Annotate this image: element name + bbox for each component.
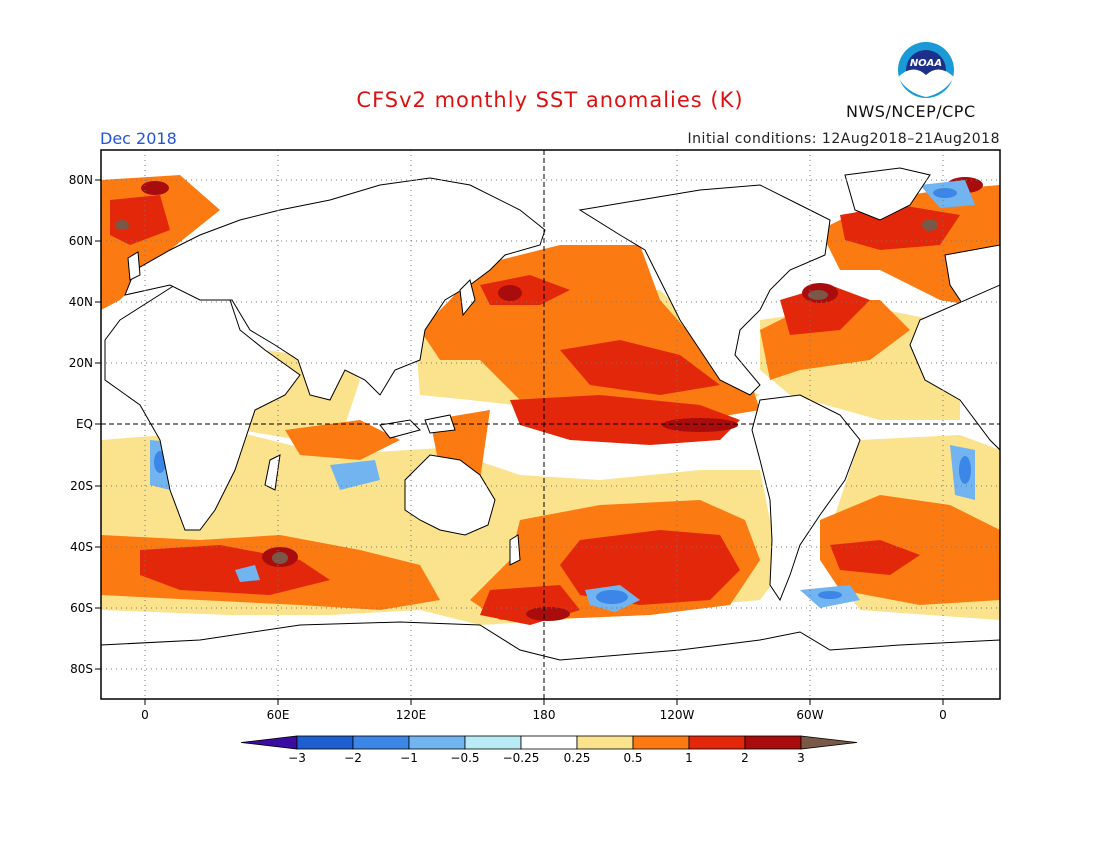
lon-label: 0: [141, 708, 149, 722]
lon-label: 0: [939, 708, 947, 722]
legend-arrow-low: [240, 735, 298, 750]
legend-swatch: [296, 735, 354, 750]
agency-label: NWS/NCEP/CPC: [846, 102, 976, 121]
legend-swatch: [688, 735, 746, 750]
legend-label: 2: [741, 751, 749, 765]
axis-ticks: [95, 179, 944, 705]
noaa-seagull-icon: NOAA: [898, 42, 954, 98]
lon-label: 180: [533, 708, 556, 722]
reference-lines: [101, 150, 1000, 699]
legend-swatch: [352, 735, 410, 750]
legend-label: 3: [797, 751, 805, 765]
lat-label: 20N: [69, 356, 93, 370]
lon-label: 120E: [396, 708, 427, 722]
lat-label: 80N: [69, 173, 93, 187]
latitude-labels: 80N 60N 40N 20N EQ 20S 40S 60S 80S: [69, 173, 93, 676]
legend-label: 0.5: [623, 751, 642, 765]
legend-swatch: [464, 735, 522, 750]
legend-swatch: [744, 735, 802, 750]
forecast-month: Dec 2018: [100, 129, 177, 148]
land-masses: [101, 167, 1000, 699]
legend-label: −0.5: [450, 751, 479, 765]
legend-label: −0.25: [503, 751, 540, 765]
initial-conditions: Initial conditions: 12Aug2018–21Aug2018: [687, 131, 1000, 147]
legend-swatch: [520, 735, 578, 750]
anomaly-strong-warm: [110, 195, 960, 625]
lat-label: EQ: [76, 417, 93, 431]
legend-labels: −3 −2 −1 −0.5 −0.25 0.25 0.5 1 2 3: [288, 751, 805, 765]
lon-label: 60W: [796, 708, 823, 722]
legend-arrow-high: [800, 735, 858, 750]
chart-title: CFSv2 monthly SST anomalies (K): [356, 88, 744, 112]
lat-label: 40N: [69, 295, 93, 309]
color-legend: [240, 735, 858, 750]
legend-label: 1: [685, 751, 693, 765]
lat-label: 40S: [70, 540, 93, 554]
legend-swatch: [576, 735, 634, 750]
legend-swatch: [408, 735, 466, 750]
legend-label: −1: [400, 751, 418, 765]
lat-label: 80S: [70, 662, 93, 676]
lon-label: 60E: [267, 708, 290, 722]
anomaly-moderate-cool: [154, 188, 971, 604]
longitude-labels: 0 60E 120E 180 120W 60W 0: [141, 708, 947, 722]
logo-text: NOAA: [910, 58, 942, 69]
lat-label: 60S: [70, 601, 93, 615]
lon-label: 120W: [660, 708, 695, 722]
legend-label: −3: [288, 751, 306, 765]
lat-label: 20S: [70, 479, 93, 493]
legend-label: 0.25: [564, 751, 591, 765]
legend-label: −2: [344, 751, 362, 765]
lat-label: 60N: [69, 234, 93, 248]
legend-swatch: [632, 735, 690, 750]
